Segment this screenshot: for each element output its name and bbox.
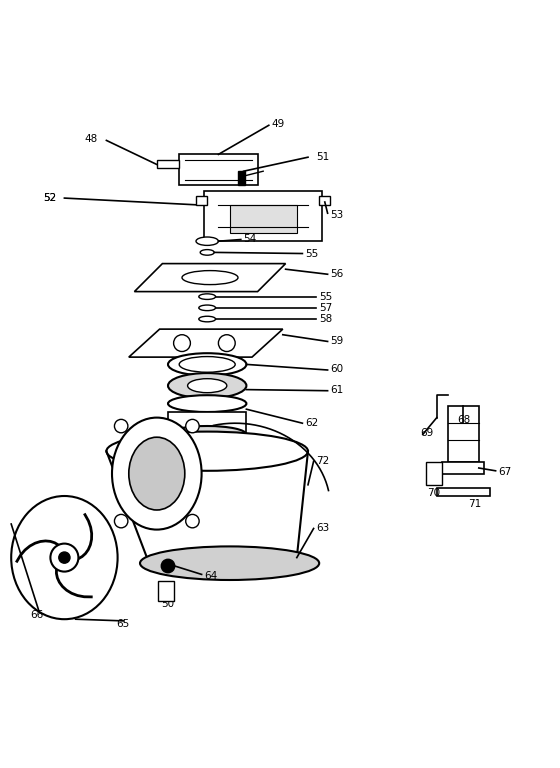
Ellipse shape (199, 316, 216, 322)
Text: 57: 57 (319, 303, 333, 313)
Text: 64: 64 (204, 571, 218, 581)
Ellipse shape (112, 418, 202, 530)
Polygon shape (134, 263, 286, 292)
Bar (448, 406, 479, 462)
Ellipse shape (168, 396, 246, 412)
Text: 56: 56 (330, 269, 344, 279)
Text: 59: 59 (330, 336, 344, 346)
Text: 68: 68 (457, 415, 470, 425)
Text: 50: 50 (161, 598, 175, 608)
Ellipse shape (179, 356, 235, 372)
Bar (196, 197, 207, 205)
FancyBboxPatch shape (204, 190, 322, 241)
Text: 69: 69 (420, 428, 433, 438)
Circle shape (186, 419, 199, 433)
Text: 55: 55 (305, 249, 319, 259)
Text: 61: 61 (330, 386, 344, 396)
Ellipse shape (129, 437, 185, 510)
Text: 65: 65 (116, 619, 130, 629)
Ellipse shape (168, 353, 246, 376)
Circle shape (114, 515, 128, 528)
Ellipse shape (188, 379, 227, 392)
Text: 55: 55 (319, 292, 333, 302)
Text: 72: 72 (316, 455, 330, 465)
Bar (442, 462, 484, 474)
Circle shape (186, 515, 199, 528)
Circle shape (161, 559, 175, 573)
Text: 52: 52 (43, 193, 56, 203)
Ellipse shape (106, 432, 308, 471)
Ellipse shape (199, 294, 216, 300)
Text: 62: 62 (305, 418, 319, 428)
FancyBboxPatch shape (158, 581, 174, 601)
Text: 67: 67 (498, 467, 512, 477)
Bar (230, 205, 297, 233)
Text: 49: 49 (272, 118, 285, 128)
Circle shape (50, 544, 78, 571)
Bar (168, 412, 246, 435)
Bar (157, 160, 179, 168)
Polygon shape (129, 329, 283, 357)
Text: 53: 53 (330, 210, 344, 220)
Text: 51: 51 (316, 151, 330, 161)
Ellipse shape (182, 270, 238, 285)
Text: 66: 66 (30, 610, 43, 620)
Text: 48: 48 (85, 134, 98, 144)
FancyBboxPatch shape (179, 154, 258, 185)
Circle shape (114, 419, 128, 433)
Ellipse shape (200, 250, 214, 255)
Circle shape (174, 335, 190, 352)
Circle shape (59, 552, 70, 563)
Circle shape (218, 335, 235, 352)
Bar (238, 171, 245, 185)
Bar (437, 488, 490, 496)
Ellipse shape (199, 305, 216, 310)
Ellipse shape (196, 237, 218, 246)
Text: 54: 54 (244, 234, 257, 244)
Text: 71: 71 (468, 499, 481, 509)
Bar (319, 197, 330, 205)
Ellipse shape (168, 426, 246, 443)
Bar (426, 462, 442, 485)
Text: 63: 63 (316, 523, 330, 533)
Ellipse shape (140, 546, 319, 580)
Text: 60: 60 (330, 365, 343, 375)
Text: 58: 58 (319, 314, 333, 324)
Text: 52: 52 (43, 193, 56, 203)
Text: 70: 70 (427, 488, 441, 498)
Ellipse shape (168, 373, 246, 399)
